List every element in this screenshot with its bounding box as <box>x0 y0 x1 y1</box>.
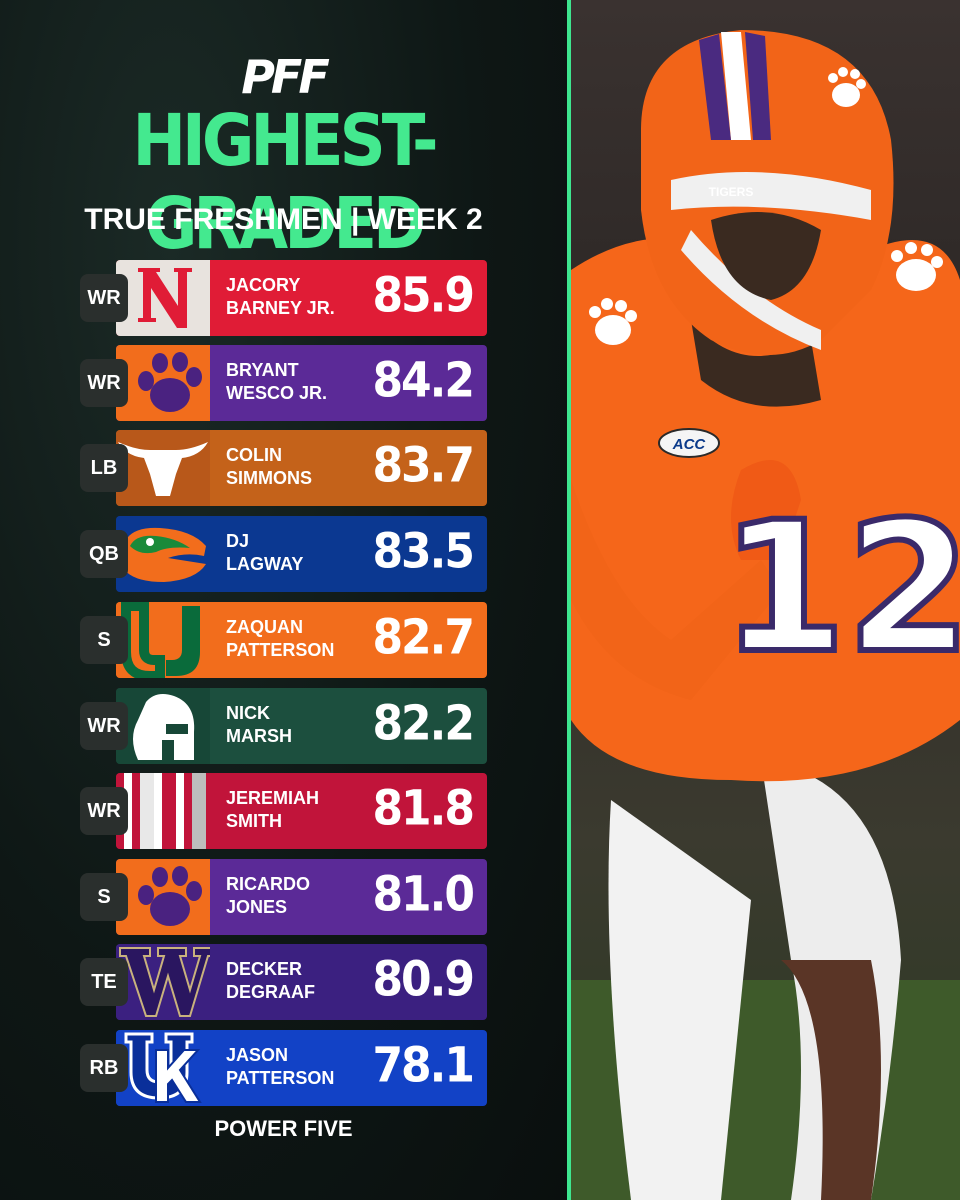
position-badge: QB <box>80 530 128 578</box>
tiger-paw-icon <box>891 242 943 291</box>
player-bar: JACORY BARNEY JR. 85.9 <box>116 260 487 336</box>
position-badge: WR <box>80 274 128 322</box>
position-badge: S <box>80 873 128 921</box>
player-last-name: SIMMONS <box>226 468 313 488</box>
player-first-name: COLIN <box>226 445 282 465</box>
player-last-name: DEGRAAF <box>226 982 315 1002</box>
footer-caption: POWER FIVE <box>214 1116 353 1141</box>
player-bar: JASON PATTERSON 78.1 <box>116 1030 487 1106</box>
position-badge: WR <box>80 787 128 835</box>
player-grade: 80.9 <box>372 951 475 1008</box>
player-first-name: ZAQUAN <box>226 617 303 637</box>
player-first-name: JEREMIAH <box>226 788 320 808</box>
tiger-paw-icon <box>116 345 210 421</box>
player-bar: RICARDO JONES 81.0 <box>116 859 487 935</box>
position-badge: LB <box>80 444 128 492</box>
position-badge: WR <box>80 359 128 407</box>
table-row: DJ LAGWAY 83.5 QB <box>80 516 487 592</box>
player-first-name: JACORY <box>226 275 301 295</box>
player-grade: 85.9 <box>372 267 475 324</box>
table-row: BRYANT WESCO JR. 84.2 WR <box>80 345 487 421</box>
spartan-helmet-icon <box>116 688 210 764</box>
player-bar: NICK MARSH 82.2 <box>116 688 487 764</box>
player-last-name: WESCO JR. <box>226 383 328 403</box>
player-first-name: RICARDO <box>226 874 310 894</box>
uk-logo-icon <box>116 1030 210 1106</box>
football-player-image: 12 ACC TIGERS <box>571 30 960 1200</box>
table-row: NICK MARSH 82.2 WR <box>80 688 487 764</box>
player-bar: BRYANT WESCO JR. 84.2 <box>116 345 487 421</box>
graphic-panel: PFF HIGHEST-GRADED TRUE FRESHMEN | WEEK … <box>0 0 567 1200</box>
nebraska-n-icon <box>116 260 210 336</box>
page-title: HIGHEST-GRADED <box>132 100 438 266</box>
position-badge: S <box>80 616 128 664</box>
tiger-paw-icon <box>116 859 210 935</box>
table-row: RICARDO JONES 81.0 S <box>80 859 487 935</box>
player-last-name: BARNEY JR. <box>226 298 335 318</box>
player-first-name: DECKER <box>226 959 303 979</box>
player-bar: COLIN SIMMONS 83.7 <box>116 430 487 506</box>
position-badge: RB <box>80 1044 128 1092</box>
player-last-name: JONES <box>226 897 288 917</box>
page-subtitle: TRUE FRESHMEN | WEEK 2 <box>84 203 483 236</box>
player-last-name: MARSH <box>226 726 292 746</box>
table-row: DECKER DEGRAAF 80.9 TE <box>80 944 487 1020</box>
position-badge: TE <box>80 958 128 1006</box>
position-badge: WR <box>80 702 128 750</box>
player-first-name: BRYANT <box>226 360 299 380</box>
table-row: ZAQUAN PATTERSON 82.7 S <box>80 602 487 678</box>
split-u-icon <box>116 602 210 678</box>
player-bar: ZAQUAN PATTERSON 82.7 <box>116 602 487 678</box>
player-bar: JEREMIAH SMITH 81.8 <box>116 773 487 849</box>
table-row: JASON PATTERSON 78.1 RB <box>80 1030 487 1106</box>
player-bar: DJ LAGWAY 83.5 <box>116 516 487 592</box>
player-grade: 81.8 <box>372 780 475 837</box>
player-first-name: DJ <box>226 531 250 551</box>
helmet-stripe-icon <box>116 773 210 849</box>
jersey-number: 12 <box>721 484 960 693</box>
player-grade: 83.7 <box>372 437 475 494</box>
table-row: COLIN SIMMONS 83.7 LB <box>80 430 487 506</box>
tiger-paw-icon <box>828 67 866 107</box>
player-grade: 82.7 <box>372 609 475 666</box>
pff-logo: PFF <box>241 50 330 104</box>
player-grade: 81.0 <box>372 866 475 923</box>
player-last-name: LAGWAY <box>226 554 304 574</box>
acc-patch: ACC <box>672 436 707 453</box>
w-logo-icon <box>116 944 210 1020</box>
player-last-name: SMITH <box>226 811 282 831</box>
player-last-name: PATTERSON <box>226 640 335 660</box>
player-grade: 83.5 <box>372 523 475 580</box>
helmet-text: TIGERS <box>709 185 754 199</box>
player-photo: 12 ACC TIGERS <box>571 0 960 1200</box>
player-bar: DECKER DEGRAAF 80.9 <box>116 944 487 1020</box>
table-row: JEREMIAH SMITH 81.8 WR <box>80 773 487 849</box>
player-grade: 84.2 <box>372 352 475 409</box>
player-first-name: NICK <box>226 703 270 723</box>
longhorn-icon <box>116 430 210 506</box>
player-first-name: JASON <box>226 1045 289 1065</box>
tiger-paw-icon <box>589 298 637 345</box>
divider <box>567 0 571 1200</box>
player-last-name: PATTERSON <box>226 1068 335 1088</box>
gator-icon <box>116 516 210 592</box>
table-row: JACORY BARNEY JR. 85.9 WR <box>80 260 487 336</box>
player-grade: 78.1 <box>372 1037 475 1094</box>
player-grade: 82.2 <box>372 695 475 752</box>
